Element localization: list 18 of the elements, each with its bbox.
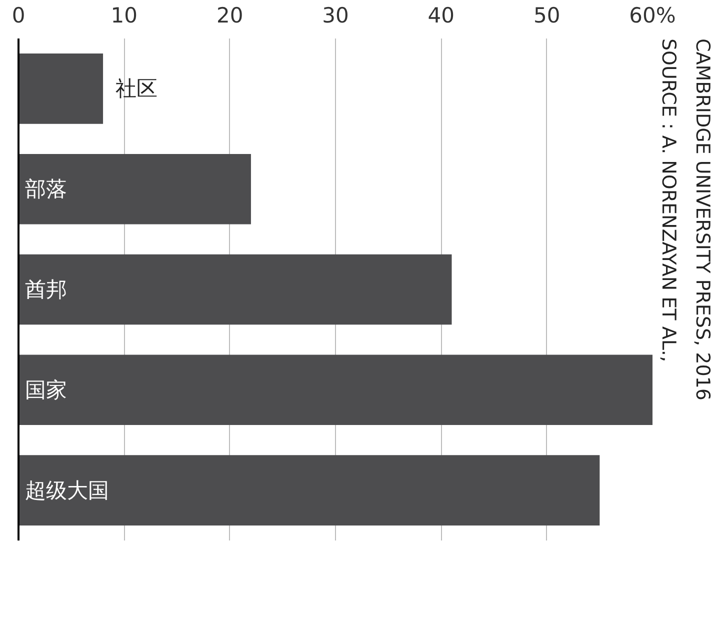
- y-tick-label: 酋邦: [24, 278, 67, 302]
- x-tick-label: 60%: [629, 4, 676, 28]
- x-tick-label: 20: [216, 4, 244, 28]
- x-tick-label: 50: [533, 4, 560, 28]
- y-tick-label: 超级大国: [24, 478, 109, 502]
- bar: [18, 254, 452, 325]
- x-tick-label: 40: [428, 4, 455, 28]
- bar: [18, 455, 600, 526]
- y-tick-label: 国家: [24, 378, 67, 402]
- bar: [18, 54, 104, 124]
- y-tick-label: 社区: [116, 76, 158, 101]
- bar: [18, 354, 652, 426]
- x-tick-label: 30: [322, 4, 349, 28]
- y-tick-label: 部落: [24, 177, 67, 202]
- x-tick-label: 10: [110, 4, 138, 28]
- source-note: SOURCE : A. NORENZAYAN ET AL., CAMBRIDGE UNIVERSITY PRESS, 2016: [658, 38, 714, 400]
- bar: [18, 154, 251, 224]
- x-tick-label: 0: [12, 4, 26, 28]
